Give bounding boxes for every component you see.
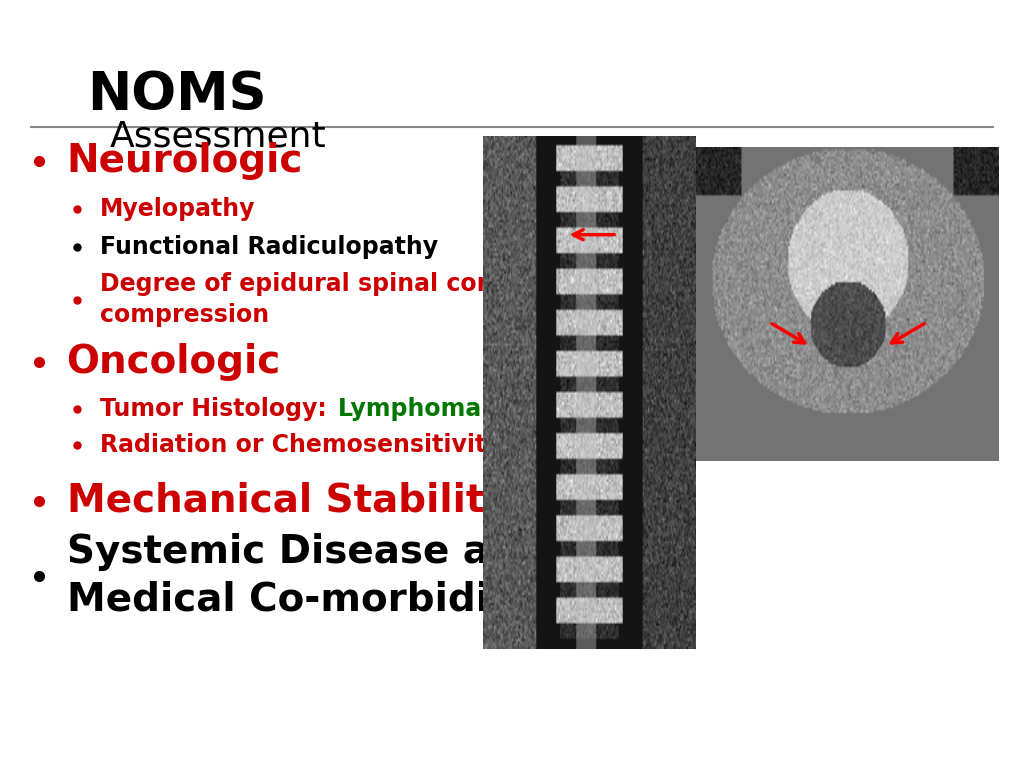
- Text: Neurologic: Neurologic: [67, 142, 303, 180]
- Text: Mechanical Stability: Mechanical Stability: [67, 482, 509, 520]
- Text: Lymphoma: Lymphoma: [337, 396, 481, 421]
- Text: Oncologic: Oncologic: [67, 343, 281, 382]
- Text: Myelopathy: Myelopathy: [100, 197, 256, 221]
- Text: Degree of epidural spinal cord
compression: Degree of epidural spinal cord compressi…: [100, 272, 506, 327]
- Text: Assessment: Assessment: [110, 119, 327, 153]
- Text: Radiation or Chemosensitivity: Radiation or Chemosensitivity: [100, 433, 502, 458]
- Text: Systemic Disease and
Medical Co-morbidity: Systemic Disease and Medical Co-morbidit…: [67, 533, 544, 619]
- Text: Functional Radiculopathy: Functional Radiculopathy: [100, 235, 438, 260]
- Text: NOMS: NOMS: [87, 69, 266, 121]
- Text: Tumor Histology:: Tumor Histology:: [100, 396, 335, 421]
